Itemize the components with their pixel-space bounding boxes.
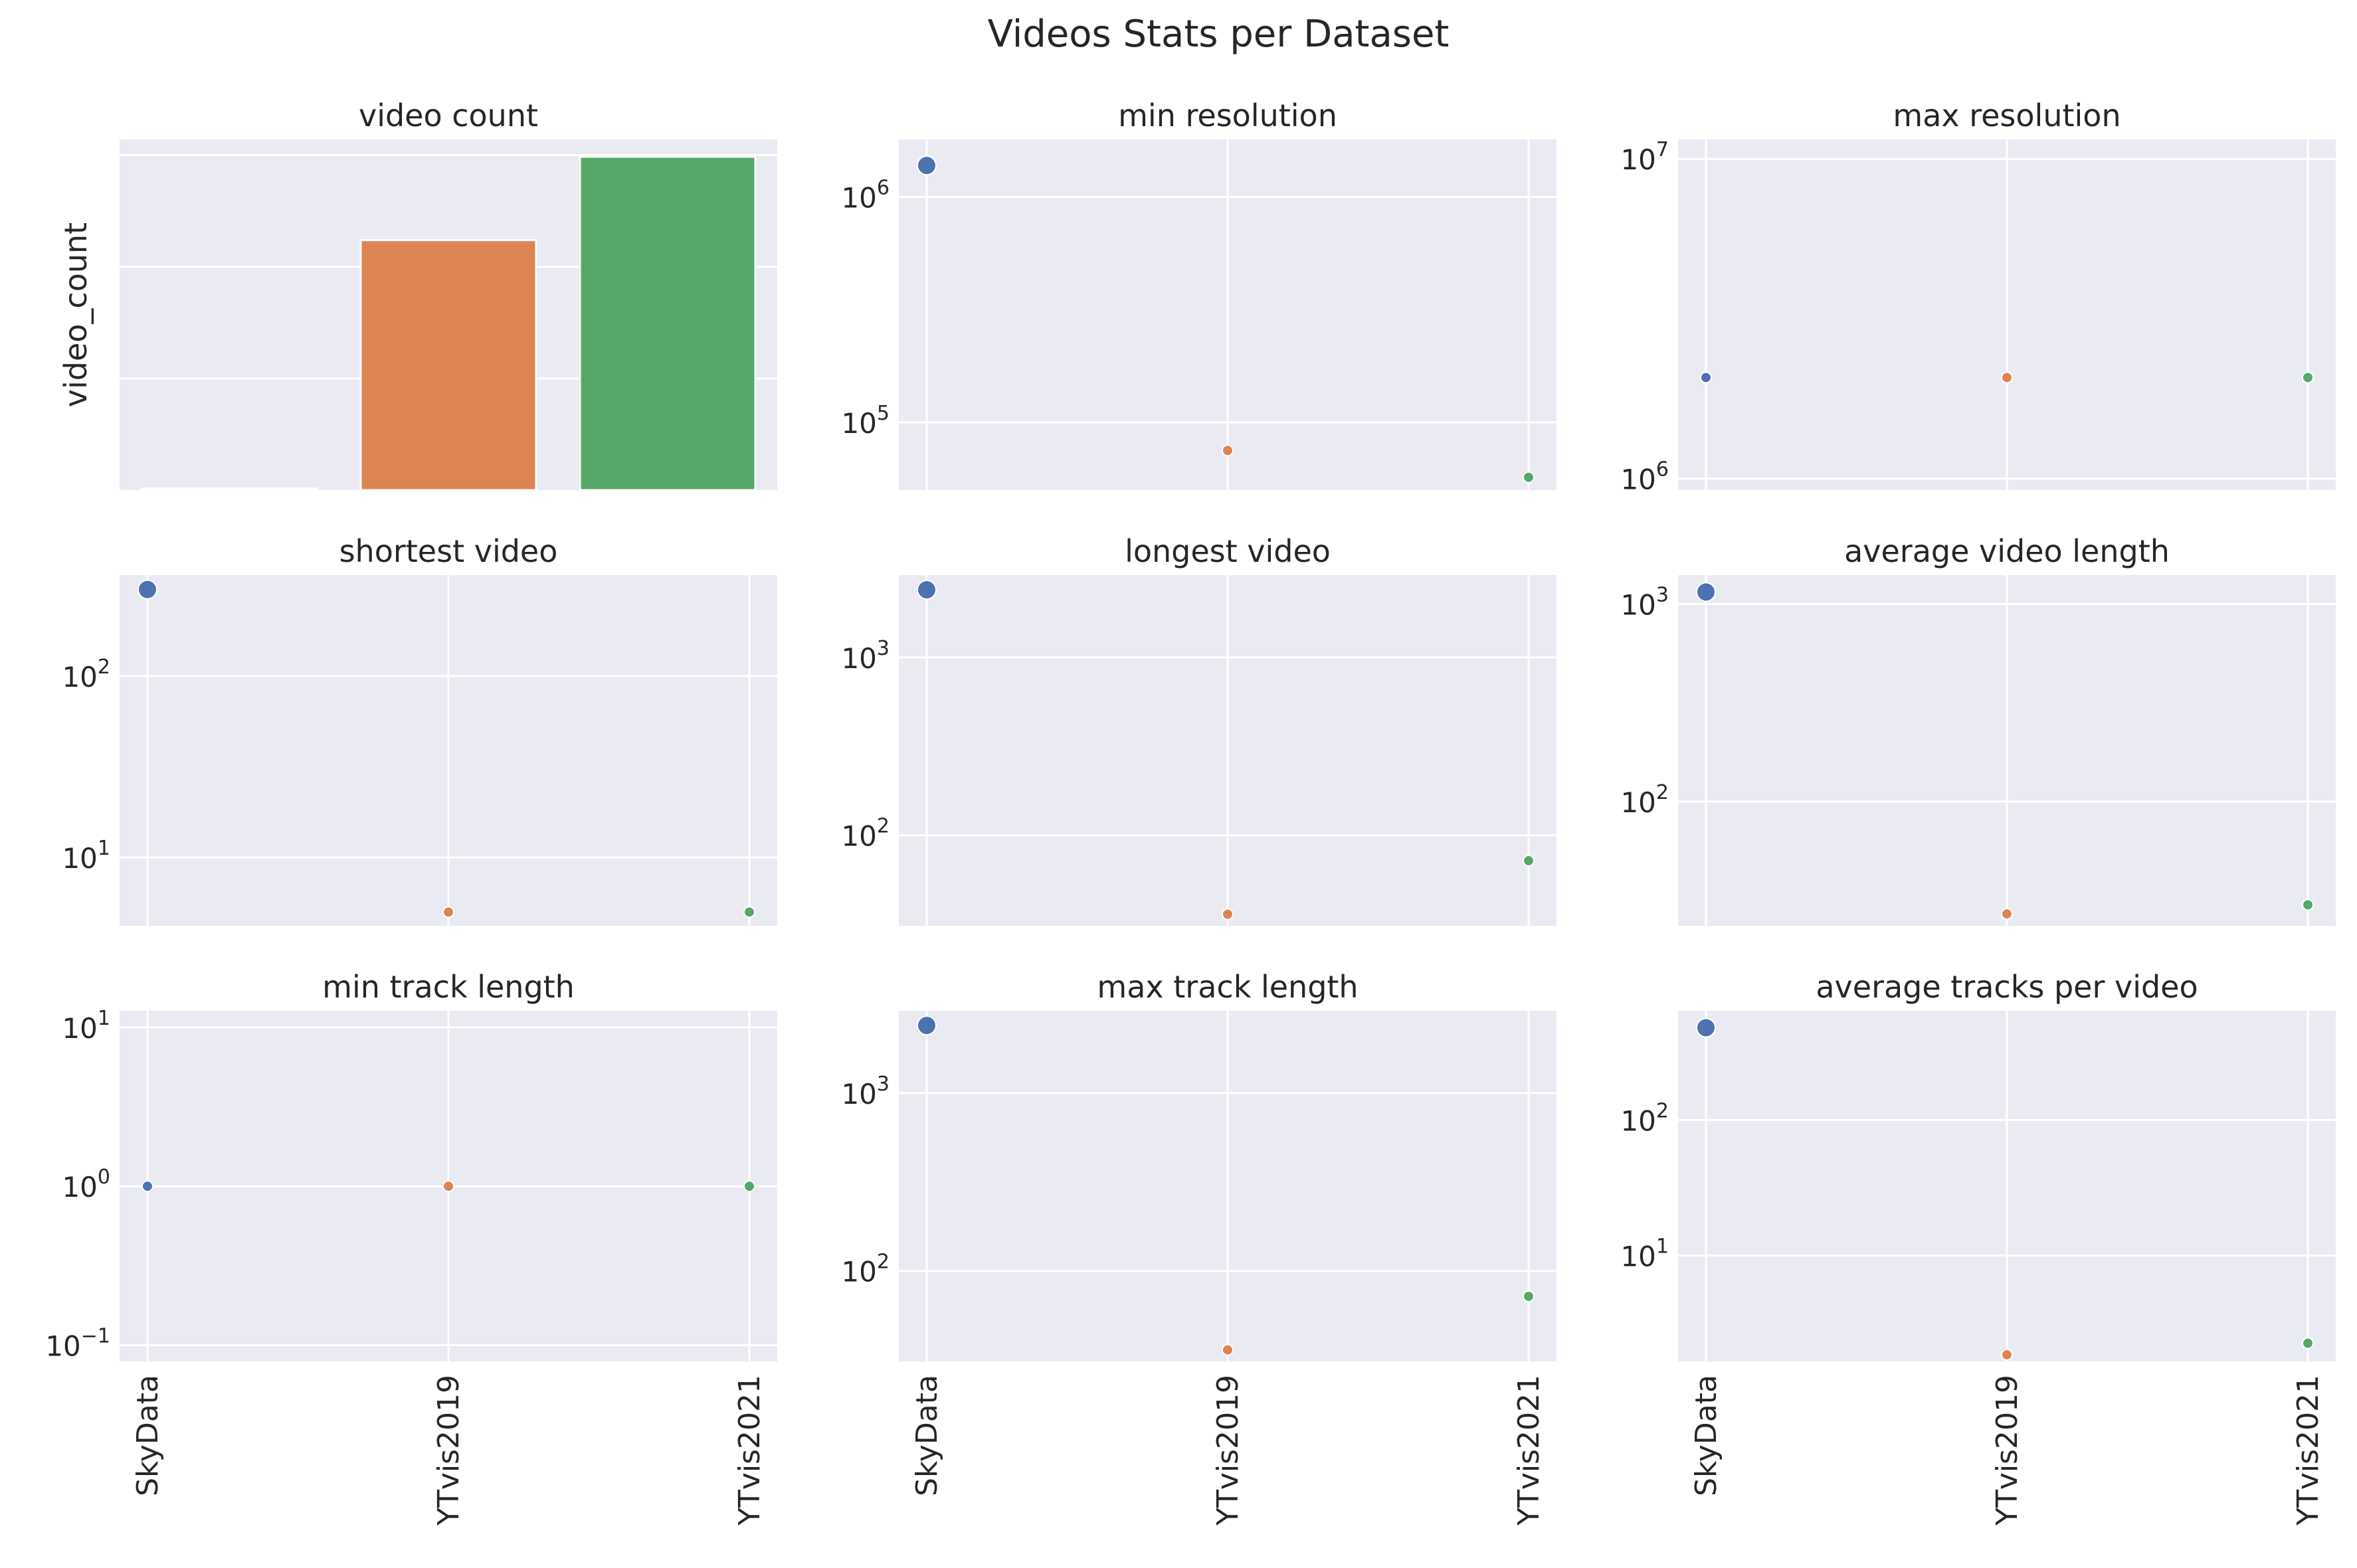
subplot-title: average video length — [1844, 533, 2170, 569]
y-tick-label: 102 — [841, 815, 890, 853]
point-SkyData — [138, 579, 157, 600]
subplot-9: average tracks per video 101 102 SkyData YTv… — [1620, 969, 2336, 1526]
point-YTvis2021 — [1523, 854, 1535, 867]
point-YTvis2019 — [1222, 444, 1234, 457]
point-YTvis2019 — [442, 1180, 454, 1193]
point-YTvis2019 — [1222, 1344, 1234, 1356]
y-tick-label: 102 — [1620, 781, 1669, 819]
y-tick-label: 101 — [1620, 1235, 1669, 1272]
y-tick-label: 102 — [1620, 1099, 1669, 1137]
subplot-title: shortest video — [339, 533, 558, 569]
subplot-title: longest video — [1125, 533, 1331, 569]
y-tick-label: 103 — [1620, 583, 1669, 621]
point-SkyData — [141, 1180, 153, 1193]
point-YTvis2021 — [2302, 371, 2314, 384]
point-YTvis2021 — [2302, 899, 2314, 911]
x-tick-label: SkyData — [1689, 1375, 1723, 1496]
y-tick-label: 107 — [1620, 138, 1669, 176]
point-SkyData — [1700, 371, 1712, 384]
subplot-grid: video count video_count min resolution 105 1… — [45, 98, 2336, 1526]
subplot-title: min resolution — [1118, 98, 1337, 133]
y-tick-label: 106 — [1620, 458, 1669, 496]
x-tick-label: YTvis2019 — [432, 1375, 466, 1526]
point-YTvis2021 — [743, 906, 755, 918]
subplot-1: video count video_count — [58, 98, 777, 491]
y-tick-label: 101 — [62, 1007, 110, 1045]
y-tick-label: 106 — [841, 177, 890, 215]
subplot-5: longest video 102 103 — [841, 533, 1556, 926]
x-tick-label: SkyData — [910, 1375, 944, 1496]
point-YTvis2019 — [2001, 371, 2013, 384]
subplot-6: average video length 102 103 — [1620, 533, 2336, 926]
y-tick-label: 103 — [841, 1073, 890, 1110]
point-YTvis2021 — [2302, 1337, 2314, 1350]
point-YTvis2019 — [2001, 908, 2013, 920]
y-tick-label: 103 — [841, 637, 890, 675]
point-YTvis2019 — [442, 906, 454, 918]
point-SkyData — [1696, 1017, 1716, 1038]
point-YTvis2019 — [2001, 1348, 2013, 1361]
x-tick-label: YTvis2019 — [1211, 1375, 1245, 1526]
x-tick-label: YTvis2021 — [2291, 1375, 2325, 1526]
y-tick-label: 102 — [841, 1251, 890, 1288]
subplot-8: max track length 102 103 SkyData YTvis2019 YT… — [841, 969, 1556, 1526]
subplot-4: shortest video 101 102 — [62, 533, 777, 926]
y-tick-label: 101 — [62, 837, 110, 875]
point-YTvis2021 — [1523, 471, 1535, 483]
bar-SkyData — [140, 487, 318, 491]
subplot-title: max track length — [1097, 969, 1358, 1005]
x-tick-label: YTvis2019 — [1990, 1375, 2024, 1526]
subplot-3: max resolution 106 107 — [1620, 98, 2336, 496]
x-tick-label: SkyData — [131, 1375, 165, 1496]
subplot-title: max resolution — [1893, 98, 2121, 133]
bar-YTvis2021 — [579, 155, 757, 491]
point-SkyData — [917, 155, 937, 176]
point-SkyData — [917, 1015, 937, 1036]
y-tick-label: 10−1 — [45, 1324, 110, 1362]
x-tick-label: YTvis2021 — [733, 1375, 767, 1526]
bar-YTvis2019 — [359, 239, 537, 491]
figure-title: Videos Stats per Dataset — [988, 13, 1450, 56]
y-tick-label: 100 — [62, 1166, 110, 1203]
point-YTvis2021 — [1523, 1290, 1535, 1302]
point-YTvis2021 — [743, 1180, 755, 1193]
subplot-title: video count — [359, 98, 538, 133]
y-tick-label: 105 — [841, 402, 890, 440]
subplot-2: min resolution 105 106 — [841, 98, 1556, 490]
subplot-7: min track length 10−1 100 101 SkyData YTvis20… — [45, 969, 777, 1526]
point-SkyData — [917, 580, 937, 600]
point-SkyData — [1696, 582, 1716, 602]
subplot-title: min track length — [322, 969, 575, 1005]
x-tick-label: YTvis2021 — [1512, 1375, 1546, 1526]
subplot-title: average tracks per video — [1816, 969, 2198, 1005]
y-axis-label: video_count — [58, 222, 94, 407]
y-tick-label: 102 — [62, 655, 110, 693]
point-YTvis2019 — [1222, 908, 1234, 920]
